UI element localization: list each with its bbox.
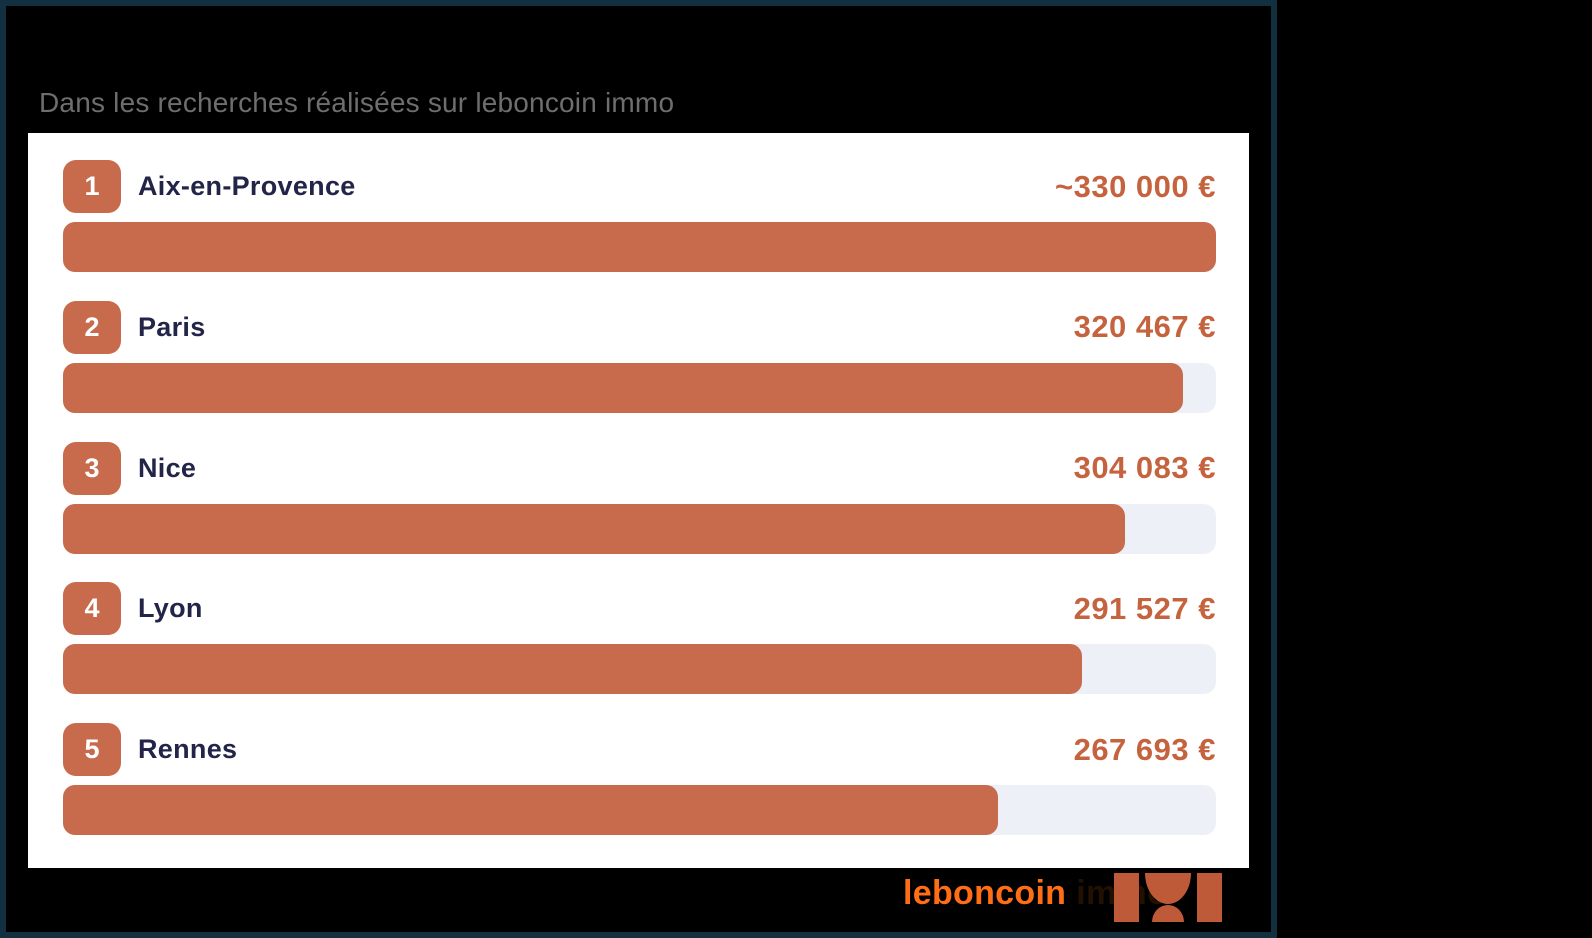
rank-number: 5 — [84, 734, 100, 764]
city-label: Lyon — [138, 593, 203, 624]
ranking-row: 4 Lyon 291 527 € — [63, 582, 1216, 695]
ranking-card: 1 Aix-en-Provence ~330 000 € 2 Paris 320… — [28, 133, 1249, 868]
rank-badge: 5 — [63, 723, 121, 776]
ranking-row: 3 Nice 304 083 € — [63, 441, 1216, 554]
rank-badge: 3 — [63, 441, 121, 495]
bar-track — [63, 362, 1216, 413]
ranking-row: 1 Aix-en-Provence ~330 000 € — [63, 160, 1216, 272]
ranking-row: 5 Rennes 267 693 € — [63, 723, 1216, 835]
bar-fill — [63, 785, 999, 835]
city-label: Nice — [138, 452, 197, 483]
rank-badge: 4 — [63, 582, 121, 636]
city-label: Paris — [138, 311, 206, 342]
city-label: Rennes — [138, 734, 238, 764]
logo-left-bar — [1114, 873, 1139, 922]
ranking-row: 2 Paris 320 467 € — [63, 300, 1216, 413]
rank-number: 2 — [84, 311, 100, 342]
logo-dome-up — [1152, 905, 1184, 922]
bar-fill — [63, 362, 1183, 413]
price-value: 267 693 € — [1073, 731, 1216, 767]
row-header: 5 Rennes 267 693 € — [63, 723, 1216, 776]
logo-right-bar — [1197, 873, 1222, 922]
row-header: 2 Paris 320 467 € — [63, 300, 1216, 354]
row-header: 4 Lyon 291 527 € — [63, 582, 1216, 636]
price-value: ~330 000 € — [1054, 168, 1216, 204]
rank-number: 3 — [84, 452, 100, 483]
row-header: 3 Nice 304 083 € — [63, 441, 1216, 495]
leboncoin-wordmark: leboncoin — [903, 874, 1067, 912]
bar-track — [63, 503, 1216, 554]
price-value: 304 083 € — [1073, 450, 1216, 485]
bar-fill — [63, 644, 1082, 695]
bar-fill — [63, 222, 1216, 272]
logo-dome-down — [1145, 873, 1191, 904]
rank-badge: 2 — [63, 300, 121, 354]
price-value: 320 467 € — [1073, 309, 1216, 345]
rank-number: 4 — [84, 593, 100, 624]
infographic-frame: Dans les recherches réalisées sur lebonc… — [0, 0, 1277, 938]
rank-number: 1 — [84, 171, 100, 201]
bar-track — [63, 644, 1216, 695]
bar-fill — [63, 503, 1126, 554]
chart-subtitle: Dans les recherches réalisées sur lebonc… — [39, 87, 675, 118]
price-value: 291 527 € — [1073, 590, 1216, 626]
row-header: 1 Aix-en-Provence ~330 000 € — [63, 160, 1216, 213]
city-label: Aix-en-Provence — [138, 171, 356, 201]
bar-track — [63, 222, 1216, 272]
bar-track — [63, 785, 1216, 835]
rank-badge: 1 — [63, 160, 121, 213]
leboncoin-immo-logo-icon — [1114, 873, 1222, 922]
logo-middle-shapes — [1145, 873, 1191, 922]
